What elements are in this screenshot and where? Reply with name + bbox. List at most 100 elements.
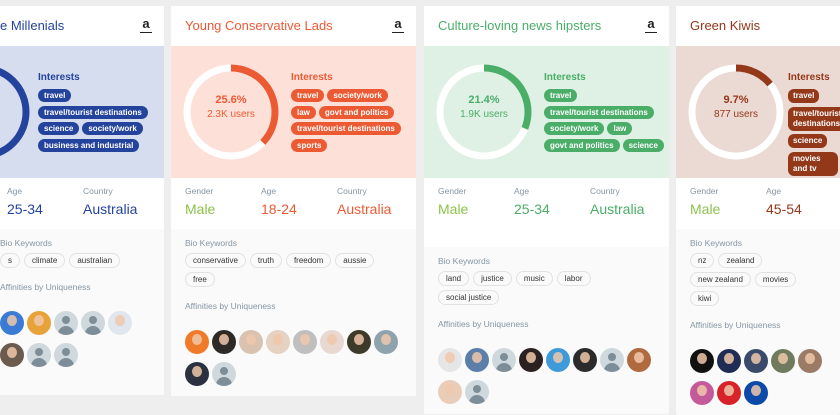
avatar[interactable] bbox=[438, 348, 462, 372]
interest-tag[interactable]: science bbox=[788, 134, 828, 148]
interest-tag[interactable]: govt and politics bbox=[544, 138, 620, 152]
keyword-chip[interactable]: music bbox=[515, 271, 553, 286]
avatar[interactable] bbox=[185, 362, 209, 386]
interest-tag[interactable]: movies and tv bbox=[788, 151, 838, 176]
keyword-chip[interactable]: s bbox=[0, 253, 20, 268]
avatar-placeholder-icon[interactable] bbox=[54, 343, 78, 367]
interest-tag[interactable]: travel/tourist destinations bbox=[291, 122, 401, 135]
segment-card[interactable]: Young Conservative Lads a 25.6% 2.3K users I… bbox=[171, 6, 416, 396]
interest-tag[interactable]: travel/tourist destinations bbox=[788, 106, 840, 131]
keyword-chip[interactable]: nz bbox=[690, 253, 715, 268]
card-title[interactable]: Culture-loving news hipsters bbox=[438, 18, 602, 33]
keyword-chip[interactable]: climate bbox=[24, 253, 66, 268]
keyword-chip[interactable]: zealand bbox=[718, 253, 763, 268]
demographics: Gender Male Age 45-54 bbox=[676, 178, 840, 229]
avatar-placeholder-icon[interactable] bbox=[212, 362, 236, 386]
interest-tag[interactable]: science bbox=[38, 122, 80, 135]
interest-tag[interactable]: society/work bbox=[544, 122, 605, 135]
avatar-placeholder-icon[interactable] bbox=[81, 311, 105, 335]
age-label: Age bbox=[766, 186, 782, 196]
avatar[interactable] bbox=[690, 381, 714, 405]
age-value: 25-34 bbox=[7, 201, 43, 217]
audience-logo-icon[interactable]: a bbox=[645, 17, 657, 33]
demographics: Gender Male Age 18-24 Country Australia bbox=[171, 178, 416, 229]
avatar[interactable] bbox=[744, 381, 768, 405]
interest-tag[interactable]: travel bbox=[544, 89, 578, 102]
avatar[interactable] bbox=[293, 330, 317, 354]
gender-label: Gender bbox=[438, 186, 467, 196]
interest-tag[interactable]: society/work bbox=[327, 89, 388, 102]
keyword-chip[interactable]: truth bbox=[249, 253, 282, 268]
avatar-placeholder-icon[interactable] bbox=[54, 311, 78, 335]
avatar[interactable] bbox=[320, 330, 344, 354]
card-title[interactable]: Young Conservative Lads bbox=[185, 18, 333, 33]
avatar[interactable] bbox=[798, 349, 822, 373]
keyword-chip[interactable]: new zealand bbox=[690, 272, 751, 287]
keyword-chip[interactable]: social justice bbox=[438, 290, 500, 305]
avatar[interactable] bbox=[0, 343, 24, 367]
keyword-chip[interactable]: conservative bbox=[185, 253, 246, 268]
interest-tag[interactable]: law bbox=[291, 105, 316, 119]
keyword-chip[interactable]: justice bbox=[473, 271, 512, 286]
interest-tag[interactable]: sports bbox=[291, 138, 328, 152]
interest-tag[interactable]: travel/tourist destinations bbox=[544, 105, 654, 119]
keyword-chip[interactable]: freedom bbox=[285, 253, 332, 268]
bio-keywords-label: Bio Keywords bbox=[438, 256, 490, 266]
avatar[interactable] bbox=[212, 330, 236, 354]
bio-section: Bio Keywords s climate australian bbox=[0, 229, 164, 268]
interest-tag[interactable]: travel bbox=[788, 89, 820, 103]
audience-logo-icon[interactable]: a bbox=[392, 17, 404, 33]
interest-tag[interactable]: govt and politics bbox=[318, 105, 395, 119]
keyword-chip[interactable]: land bbox=[438, 271, 470, 286]
summary-panel: 25.6% 2.3K users Interests travel society/wo… bbox=[171, 46, 416, 178]
segment-card[interactable]: Green Kiwis 9.7% 877 users Interests travel t… bbox=[676, 6, 840, 415]
avatar-placeholder-icon[interactable] bbox=[492, 348, 516, 372]
interest-tag[interactable]: society/work bbox=[82, 122, 143, 135]
users-count: 877 users bbox=[714, 109, 758, 120]
interest-tag[interactable]: travel bbox=[38, 89, 72, 102]
interest-tag[interactable]: travel bbox=[291, 89, 325, 102]
avatar[interactable] bbox=[108, 311, 132, 335]
stat-gender: Gender Male bbox=[690, 186, 720, 217]
avatar[interactable] bbox=[519, 348, 543, 372]
avatar-placeholder-icon[interactable] bbox=[600, 348, 624, 372]
interest-tag[interactable]: travel/tourist destinations bbox=[38, 105, 148, 119]
avatar[interactable] bbox=[744, 349, 768, 373]
interest-tag[interactable]: science bbox=[622, 138, 664, 152]
keyword-chip[interactable]: movies bbox=[754, 272, 797, 287]
avatar[interactable] bbox=[185, 330, 209, 354]
card-title[interactable]: e Millenials bbox=[0, 18, 65, 33]
avatar[interactable] bbox=[347, 330, 371, 354]
keyword-chip[interactable]: aussie bbox=[335, 253, 375, 268]
avatar[interactable] bbox=[0, 311, 24, 335]
keyword-chip[interactable]: australian bbox=[69, 253, 121, 268]
segment-card[interactable]: e Millenials a Interests travel travel/touri… bbox=[0, 6, 164, 395]
avatar[interactable] bbox=[239, 330, 263, 354]
avatar[interactable] bbox=[465, 348, 489, 372]
card-title[interactable]: Green Kiwis bbox=[690, 18, 761, 33]
avatar[interactable] bbox=[573, 348, 597, 372]
stat-age: Age 25-34 bbox=[514, 186, 550, 217]
bio-keywords: land justice music labor social justice bbox=[438, 271, 655, 305]
avatar[interactable] bbox=[717, 349, 741, 373]
avatar-placeholder-icon[interactable] bbox=[465, 380, 489, 404]
segment-card[interactable]: Culture-loving news hipsters a 21.4% 1.9K u… bbox=[424, 6, 669, 414]
avatar[interactable] bbox=[690, 349, 714, 373]
avatar[interactable] bbox=[627, 348, 651, 372]
avatar[interactable] bbox=[438, 380, 462, 404]
keyword-chip[interactable]: free bbox=[185, 272, 215, 287]
avatar[interactable] bbox=[771, 349, 795, 373]
avatar[interactable] bbox=[717, 381, 741, 405]
avatar[interactable] bbox=[374, 330, 398, 354]
interest-tag[interactable]: law bbox=[607, 122, 633, 135]
avatar[interactable] bbox=[27, 311, 51, 335]
affinities-section: Affinities by Uniqueness bbox=[676, 306, 840, 415]
audience-logo-icon[interactable]: a bbox=[140, 17, 152, 33]
keyword-chip[interactable]: labor bbox=[556, 271, 591, 286]
avatar-placeholder-icon[interactable] bbox=[27, 343, 51, 367]
age-value: 45-54 bbox=[766, 201, 802, 217]
keyword-chip[interactable]: kiwi bbox=[690, 291, 720, 306]
avatar[interactable] bbox=[546, 348, 570, 372]
interest-tag[interactable]: business and industrial bbox=[38, 138, 140, 152]
avatar[interactable] bbox=[266, 330, 290, 354]
